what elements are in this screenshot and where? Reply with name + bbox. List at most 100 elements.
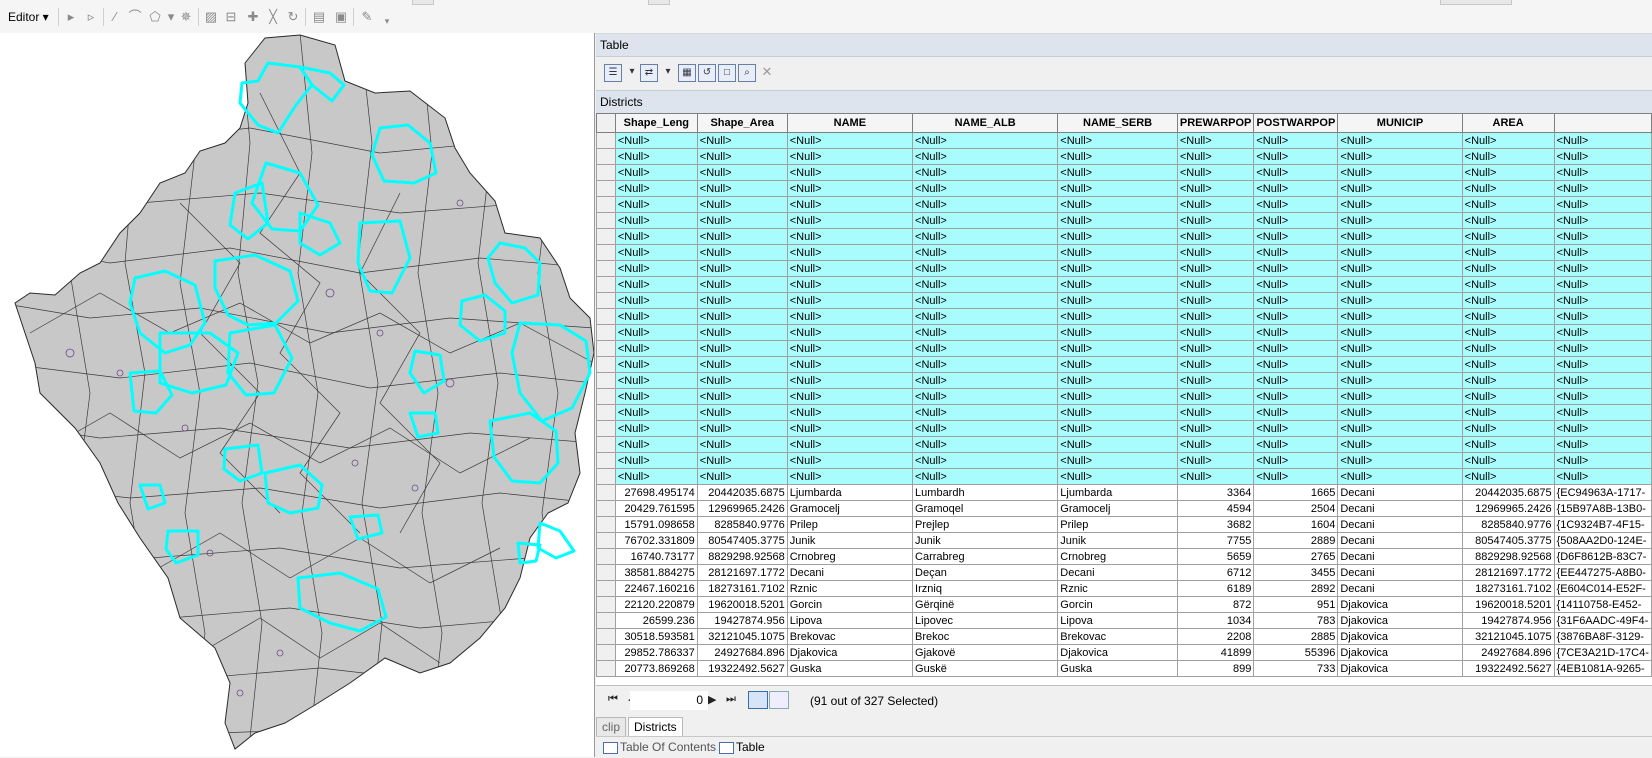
table-cell[interactable]: <Null> — [1253, 228, 1339, 245]
table-row[interactable]: 29852.786337 24927684.896 Djakovica Gjakovë… — [596, 644, 1652, 661]
table-cell[interactable]: <Null> — [1337, 340, 1463, 357]
row-selector[interactable] — [596, 180, 616, 197]
table-cell[interactable]: <Null> — [1057, 164, 1178, 181]
table-cell[interactable]: <Null> — [1253, 388, 1339, 405]
table-cell[interactable]: 6712 — [1176, 564, 1255, 581]
table-cell[interactable]: <Null> — [1057, 276, 1178, 293]
table-cell[interactable]: <Null> — [614, 436, 698, 453]
row-selector[interactable] — [596, 596, 616, 613]
table-cell[interactable]: Brekoc — [912, 628, 1059, 645]
table-row-selected[interactable]: <Null> <Null> <Null> <Null> <Null> <Null> <Nul… — [596, 468, 1652, 485]
table-cell[interactable]: <Null> — [1553, 276, 1652, 293]
table-cell[interactable]: <Null> — [1057, 148, 1178, 165]
table-cell[interactable]: <Null> — [912, 404, 1059, 421]
table-cell[interactable]: 19620018.5201 — [1461, 596, 1555, 613]
table-cell[interactable]: <Null> — [1057, 228, 1178, 245]
table-cell[interactable]: Decani — [1057, 564, 1178, 581]
table-cell[interactable]: <Null> — [1553, 340, 1652, 357]
table-cell[interactable]: <Null> — [1461, 388, 1555, 405]
table-cell[interactable]: <Null> — [1461, 164, 1555, 181]
table-cell[interactable]: <Null> — [696, 308, 788, 325]
row-selector[interactable] — [596, 532, 616, 549]
table-cell[interactable]: <Null> — [1337, 436, 1463, 453]
table-row-selected[interactable]: <Null> <Null> <Null> <Null> <Null> <Null> <Nul… — [596, 388, 1652, 405]
table-cell[interactable]: <Null> — [786, 308, 914, 325]
table-cell[interactable]: <Null> — [1553, 308, 1652, 325]
table-cell[interactable]: <Null> — [786, 244, 914, 261]
table-cell[interactable]: 16740.73177 — [614, 548, 698, 565]
table-cell[interactable]: 783 — [1253, 612, 1339, 629]
table-row-selected[interactable]: <Null> <Null> <Null> <Null> <Null> <Null> <Nul… — [596, 212, 1652, 229]
row-selector[interactable] — [596, 388, 616, 405]
table-cell[interactable]: Decani — [786, 564, 914, 581]
last-record-button[interactable]: ⏭ — [726, 693, 736, 705]
table-row-selected[interactable]: <Null> <Null> <Null> <Null> <Null> <Null> <Nul… — [596, 180, 1652, 197]
table-cell[interactable]: <Null> — [1461, 228, 1555, 245]
table-cell[interactable]: <Null> — [786, 420, 914, 437]
row-selector[interactable] — [596, 436, 616, 453]
row-selector[interactable] — [596, 132, 616, 149]
table-cell[interactable]: <Null> — [912, 228, 1059, 245]
table-cell[interactable]: 1034 — [1176, 612, 1255, 629]
table-cell[interactable]: Irzniq — [912, 580, 1059, 597]
tab-districts[interactable]: Districts — [628, 717, 683, 737]
row-selector[interactable] — [596, 308, 616, 325]
table-cell[interactable]: Decani — [1337, 532, 1463, 549]
table-cell[interactable]: <Null> — [786, 388, 914, 405]
table-cell[interactable]: <Null> — [1253, 292, 1339, 309]
table-cell[interactable]: <Null> — [614, 308, 698, 325]
table-cell[interactable]: <Null> — [786, 132, 914, 149]
row-selector-header[interactable] — [596, 113, 616, 133]
row-selector[interactable] — [596, 260, 616, 277]
column-header[interactable]: NAME_SERB — [1057, 113, 1178, 133]
table-cell[interactable]: 41899 — [1176, 644, 1255, 661]
table-cell[interactable]: <Null> — [1176, 212, 1255, 229]
table-cell[interactable]: <Null> — [696, 356, 788, 373]
table-cell[interactable]: <Null> — [614, 292, 698, 309]
table-cell[interactable]: <Null> — [1553, 148, 1652, 165]
table-cell[interactable]: <Null> — [1461, 420, 1555, 437]
table-cell[interactable]: <Null> — [614, 420, 698, 437]
record-number-field[interactable]: 0 — [630, 691, 708, 710]
table-cell[interactable]: 8829298.92568 — [696, 548, 788, 565]
table-cell[interactable]: <Null> — [1057, 324, 1178, 341]
table-cell[interactable]: 2208 — [1176, 628, 1255, 645]
table-cell[interactable]: Guska — [1057, 660, 1178, 677]
table-cell[interactable]: <Null> — [696, 180, 788, 197]
row-selector[interactable] — [596, 468, 616, 485]
table-cell[interactable]: <Null> — [1176, 148, 1255, 165]
table-cell[interactable]: <Null> — [1176, 420, 1255, 437]
table-cell[interactable]: Gorcin — [786, 596, 914, 613]
clear-selection-icon[interactable]: □ — [718, 64, 736, 82]
column-header[interactable]: AREA — [1461, 113, 1555, 133]
table-cell[interactable]: {508AA2D0-124E- — [1553, 532, 1652, 549]
table-cell[interactable]: 7755 — [1176, 532, 1255, 549]
table-cell[interactable]: <Null> — [696, 132, 788, 149]
table-cell[interactable]: <Null> — [1057, 308, 1178, 325]
table-cell[interactable]: <Null> — [1253, 276, 1339, 293]
table-cell[interactable]: <Null> — [1461, 436, 1555, 453]
row-selector[interactable] — [596, 580, 616, 597]
table-cell[interactable]: <Null> — [912, 292, 1059, 309]
table-cell[interactable]: <Null> — [614, 132, 698, 149]
table-cell[interactable]: Lumbardh — [912, 484, 1059, 501]
row-selector[interactable] — [596, 324, 616, 341]
table-cell[interactable]: <Null> — [912, 356, 1059, 373]
table-row-selected[interactable]: <Null> <Null> <Null> <Null> <Null> <Null> <Nul… — [596, 276, 1652, 293]
table-cell[interactable]: <Null> — [1461, 404, 1555, 421]
table-cell[interactable]: 24927684.896 — [696, 644, 788, 661]
table-cell[interactable]: 19620018.5201 — [696, 596, 788, 613]
table-cell[interactable]: <Null> — [1553, 260, 1652, 277]
table-cell[interactable]: <Null> — [912, 244, 1059, 261]
table-cell[interactable]: <Null> — [696, 260, 788, 277]
table-cell[interactable]: <Null> — [1176, 404, 1255, 421]
table-cell[interactable]: 28121697.1772 — [1461, 564, 1555, 581]
table-cell[interactable]: <Null> — [1553, 420, 1652, 437]
table-cell[interactable]: 20442035.6875 — [696, 484, 788, 501]
table-cell[interactable]: <Null> — [1253, 404, 1339, 421]
table-cell[interactable]: {EC94963A-1717- — [1553, 484, 1652, 501]
table-cell[interactable]: <Null> — [1253, 436, 1339, 453]
table-cell[interactable]: <Null> — [1253, 372, 1339, 389]
table-cell[interactable]: <Null> — [1553, 196, 1652, 213]
table-cell[interactable]: <Null> — [912, 372, 1059, 389]
